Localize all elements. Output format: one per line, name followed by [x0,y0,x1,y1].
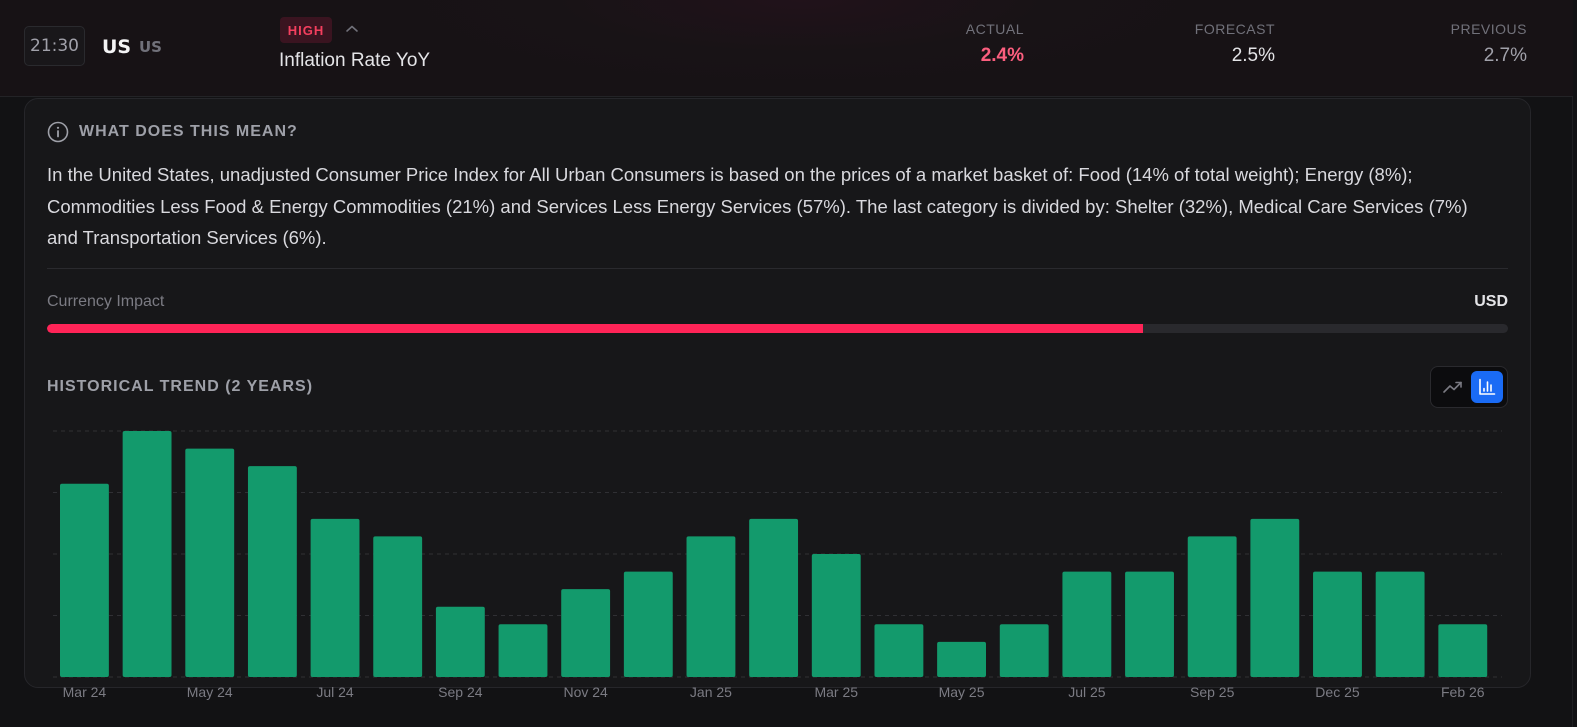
bar-jun-25[interactable] [999,624,1049,677]
x-tick-label: Mar 25 [814,684,858,700]
bar-sep-25[interactable] [1187,536,1237,677]
bar-nov-24[interactable] [561,589,611,677]
historical-trend-title: HISTORICAL TREND (2 YEARS) [47,378,314,395]
x-tick-label: Mar 24 [63,684,107,700]
bar-chart-icon [1479,378,1496,395]
bar-aug-24[interactable] [373,536,423,677]
info-icon [47,121,69,143]
what-does-this-mean-header: WHAT DOES THIS MEAN? [47,121,298,143]
currency-code: US [139,38,162,56]
x-tick-label: Jul 24 [316,684,354,700]
section-title: WHAT DOES THIS MEAN? [79,123,298,140]
currency-impact-bar [47,324,1508,333]
currency-impact-fill [47,324,1143,333]
bar-mar-25[interactable] [811,554,861,677]
bar-mar-24[interactable] [60,483,109,677]
x-tick-label: Dec 25 [1315,684,1360,700]
page-edge [1572,0,1573,727]
event-title: Inflation Rate YoY [279,50,431,71]
actual-label: ACTUAL [965,21,1024,37]
event-description: In the United States, unadjusted Consume… [47,164,1468,248]
x-tick-label: Feb 26 [1441,684,1485,700]
trending-up-icon [1443,381,1462,393]
bar-jun-24[interactable] [247,466,297,677]
line-chart-button[interactable] [1437,371,1469,403]
bar-feb-26[interactable] [1438,624,1488,677]
stat-previous: PREVIOUS 2.7% [1451,21,1527,67]
collapse-button[interactable] [343,20,361,38]
impact-badge: HIGH [280,17,332,43]
chart-type-toggle [1430,366,1508,408]
bar-sep-24[interactable] [435,606,485,677]
country-code: US [102,36,132,58]
chevron-up-icon [346,25,358,32]
stat-forecast: FORECAST 2.5% [1195,21,1275,67]
bar-aug-25[interactable] [1125,571,1174,677]
x-tick-label: Jul 25 [1068,684,1106,700]
divider [47,268,1508,269]
forecast-value: 2.5% [1231,45,1275,66]
forecast-label: FORECAST [1194,21,1275,37]
bar-jul-24[interactable] [310,518,360,677]
x-tick-label: May 24 [187,684,233,700]
bar-apr-24[interactable] [122,431,172,677]
bar-jul-25[interactable] [1062,571,1112,677]
x-tick-label: Sep 24 [438,684,483,700]
bar-oct-25[interactable] [1250,518,1300,677]
bar-apr-25[interactable] [874,624,924,677]
bar-may-25[interactable] [937,641,986,677]
actual-value: 2.4% [980,45,1024,66]
bar-feb-25[interactable] [749,518,799,677]
x-tick-label: Nov 24 [563,684,608,700]
x-tick-label: Jan 25 [690,684,732,700]
currency-impact-label: Currency Impact [47,293,165,310]
event-row[interactable]: 21:30 US US HIGH Inflation Rate YoY ACTU… [0,0,1573,97]
bar-jan-26[interactable] [1375,571,1425,677]
previous-label: PREVIOUS [1450,21,1527,37]
bar-dec-25[interactable] [1313,571,1362,677]
previous-value: 2.7% [1483,45,1527,66]
event-time: 21:30 [24,26,85,66]
bar-jan-25[interactable] [686,536,736,677]
bar-dec-24[interactable] [623,571,673,677]
bar-chart-button[interactable] [1471,371,1503,403]
x-tick-label: Sep 25 [1190,684,1235,700]
x-tick-label: May 25 [939,684,985,700]
stat-actual: ACTUAL 2.4% [966,21,1024,67]
bar-may-24[interactable] [185,448,235,677]
bar-oct-24[interactable] [498,624,548,677]
currency-impact-currency: USD [1474,293,1508,310]
